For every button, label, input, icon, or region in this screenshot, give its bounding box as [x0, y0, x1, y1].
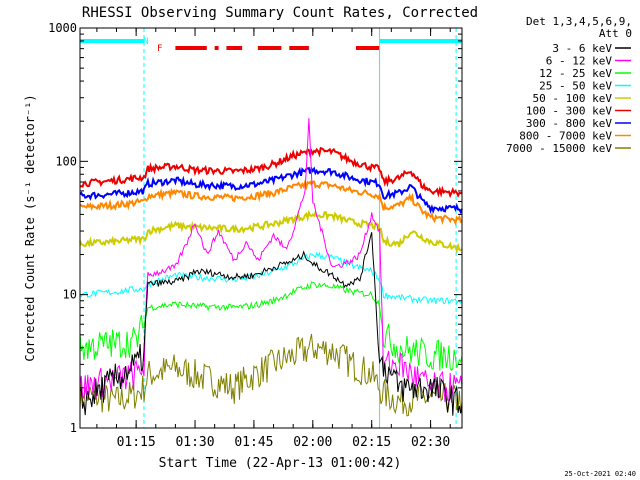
x-axis-label: Start Time (22-Apr-13 01:00:42)	[159, 456, 402, 471]
y-tick-label-2: 100	[55, 154, 77, 168]
series-line-7	[79, 179, 463, 226]
series-line-4	[79, 209, 463, 254]
y-axis-label: Corrected Count Rate (s⁻¹ detector⁻¹)	[23, 94, 37, 361]
annotation-f: F	[157, 44, 162, 54]
series-line-6	[79, 166, 463, 215]
chart-title: RHESSI Observing Summary Count Rates, Co…	[82, 5, 478, 21]
legend-label-3: 25 - 50 keV	[539, 80, 612, 93]
x-tick-label-5: 02:30	[411, 435, 450, 450]
legend-label-8: 7000 - 15000 keV	[506, 142, 612, 155]
y-tick-label-1: 10	[63, 288, 77, 302]
annotation-n: N	[143, 37, 148, 47]
y-tick-label-3: 1000	[48, 21, 77, 35]
footer-timestamp: 25-Oct-2021 02:40	[564, 470, 636, 478]
legend-label-1: 6 - 12 keV	[546, 55, 613, 68]
x-tick-label-4: 02:15	[352, 435, 391, 450]
series-line-0	[79, 232, 463, 416]
legend-label-7: 800 - 7000 keV	[519, 130, 612, 143]
x-tick-label-2: 01:45	[234, 435, 273, 450]
y-tick-label-0: 1	[70, 421, 77, 435]
legend-label-4: 50 - 100 keV	[533, 92, 613, 105]
series-line-2	[79, 281, 463, 371]
legend-label-2: 12 - 25 keV	[539, 67, 612, 80]
plot-area: NF 1 10 100 1000 01:15 01:30 01:45 02:00 02:15 02:…	[48, 21, 463, 450]
plot-frame	[79, 27, 463, 429]
x-tick-label-0: 01:15	[117, 435, 156, 450]
x-tick-label-1: 01:30	[175, 435, 214, 450]
legend-header-line-2: Att 0	[599, 27, 632, 40]
series-line-8	[79, 333, 463, 417]
series-line-5	[79, 146, 463, 199]
series-line-3	[79, 251, 463, 305]
series-line-1	[79, 118, 463, 403]
legend-label-5: 100 - 300 keV	[526, 105, 612, 118]
legend-label-0: 3 - 6 keV	[552, 42, 612, 55]
legend-header-line-1: Det 1,3,4,5,6,9,	[526, 15, 632, 28]
legend-label-6: 300 - 800 keV	[526, 117, 612, 130]
x-tick-label-3: 02:00	[293, 435, 332, 450]
